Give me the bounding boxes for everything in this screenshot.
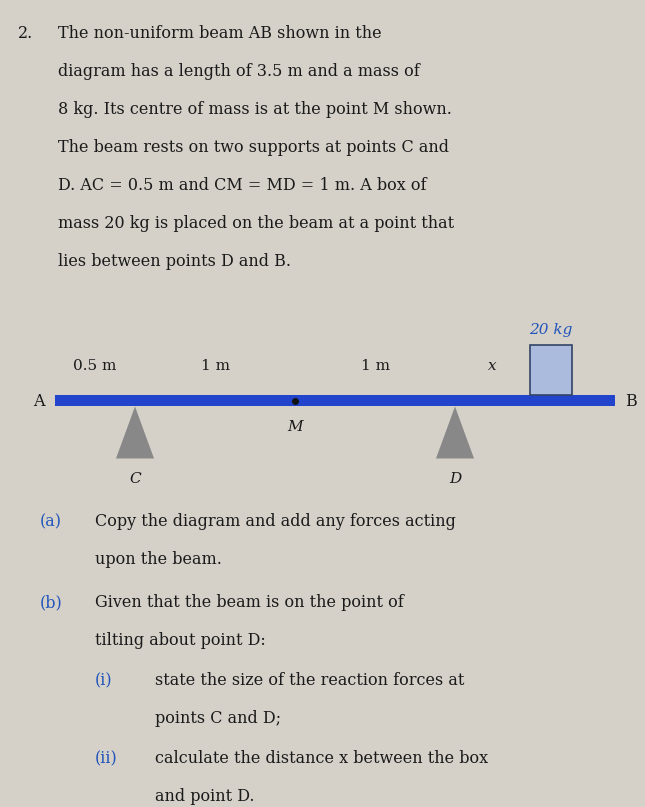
Text: (a): (a) <box>40 513 62 530</box>
Bar <box>55 395 615 407</box>
Text: and point D.: and point D. <box>155 788 255 805</box>
Text: tilting about point D:: tilting about point D: <box>95 633 266 650</box>
Bar <box>530 345 572 395</box>
Text: lies between points D and B.: lies between points D and B. <box>58 253 291 270</box>
Text: D. AC = 0.5 m and CM = MD = 1 m. A box of: D. AC = 0.5 m and CM = MD = 1 m. A box o… <box>58 177 426 194</box>
Text: M: M <box>287 420 303 434</box>
Text: x: x <box>488 359 497 374</box>
Text: 2.: 2. <box>18 25 34 42</box>
Text: state the size of the reaction forces at: state the size of the reaction forces at <box>155 672 464 689</box>
Text: diagram has a length of 3.5 m and a mass of: diagram has a length of 3.5 m and a mass… <box>58 63 420 80</box>
Text: (b): (b) <box>40 595 63 612</box>
Text: calculate the distance x between the box: calculate the distance x between the box <box>155 751 488 767</box>
Text: 0.5 m: 0.5 m <box>74 359 117 374</box>
Text: 1 m: 1 m <box>361 359 390 374</box>
Text: 8 kg. Its centre of mass is at the point M shown.: 8 kg. Its centre of mass is at the point… <box>58 101 452 118</box>
Polygon shape <box>436 407 474 458</box>
Text: B: B <box>625 392 637 409</box>
Text: The non-uniform beam AB shown in the: The non-uniform beam AB shown in the <box>58 25 382 42</box>
Text: Given that the beam is on the point of: Given that the beam is on the point of <box>95 595 404 612</box>
Text: D: D <box>449 473 461 487</box>
Text: (ii): (ii) <box>95 751 118 767</box>
Text: The beam rests on two supports at points C and: The beam rests on two supports at points… <box>58 139 449 156</box>
Text: points C and D;: points C and D; <box>155 710 281 727</box>
Text: 1 m: 1 m <box>201 359 230 374</box>
Text: mass 20 kg is placed on the beam at a point that: mass 20 kg is placed on the beam at a po… <box>58 215 454 232</box>
Text: (i): (i) <box>95 672 113 689</box>
Text: C: C <box>129 473 141 487</box>
Text: Copy the diagram and add any forces acting: Copy the diagram and add any forces acti… <box>95 513 456 530</box>
Text: 20 kg: 20 kg <box>530 324 573 337</box>
Text: upon the beam.: upon the beam. <box>95 551 222 568</box>
Polygon shape <box>116 407 154 458</box>
Text: A: A <box>34 392 45 409</box>
